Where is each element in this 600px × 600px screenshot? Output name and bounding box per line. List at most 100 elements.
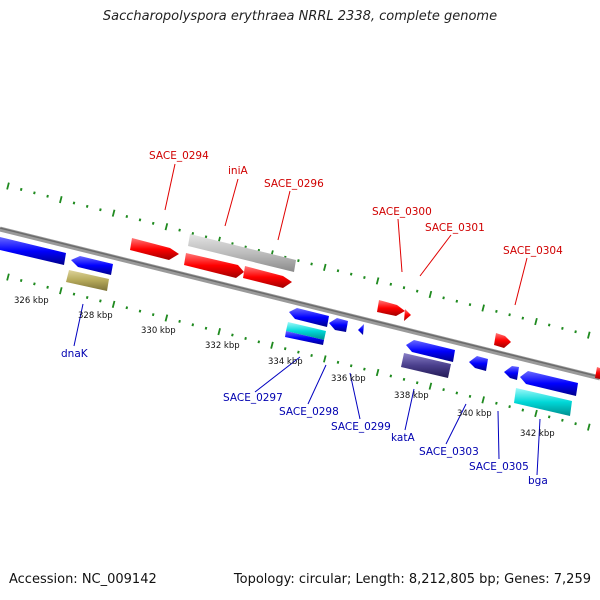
gene-sace-0298[interactable]	[286, 322, 326, 340]
gene-sace-0303[interactable]	[469, 356, 488, 371]
minor-tick	[151, 313, 155, 317]
label-kata: katA	[391, 432, 415, 444]
gene-edge-right[interactable]	[595, 367, 600, 379]
major-tick	[534, 409, 538, 418]
scale-label: 336 kbp	[331, 374, 366, 384]
minor-tick	[72, 292, 76, 296]
gene-inia[interactable]	[188, 234, 296, 272]
minor-tick	[297, 259, 300, 263]
gene-dnak-blue[interactable]	[71, 256, 113, 275]
major-tick	[164, 314, 169, 322]
gene-kata[interactable]	[401, 353, 451, 378]
minor-tick	[495, 309, 498, 313]
minor-tick	[468, 394, 472, 398]
minor-tick	[402, 377, 406, 381]
major-tick	[375, 368, 380, 377]
label-dnak: dnaK	[61, 348, 89, 360]
minor-tick	[283, 347, 287, 351]
label-sace-0300: SACE_0300	[372, 206, 432, 218]
major-tick	[481, 396, 485, 404]
major-tick	[111, 300, 116, 308]
minor-tick	[46, 194, 49, 198]
minor-tick	[151, 221, 155, 225]
major-tick	[428, 290, 433, 299]
gene-sace-0294[interactable]	[130, 238, 179, 260]
major-tick	[587, 423, 591, 431]
minor-tick	[191, 231, 195, 235]
genome-backbone	[0, 226, 600, 381]
minor-tick	[349, 364, 353, 368]
major-tick	[59, 195, 63, 204]
gene-sace-0296[interactable]	[243, 266, 292, 288]
minor-tick	[310, 262, 313, 266]
gene-sace-0305[interactable]	[504, 366, 519, 380]
minor-tick	[125, 215, 129, 219]
scale-label: 326 kbp	[14, 296, 49, 306]
minor-tick	[178, 228, 181, 232]
label-sace-0296: SACE_0296	[264, 178, 324, 190]
minor-tick	[561, 418, 564, 422]
map-title: Saccharopolyspora erythraea NRRL 2338, c…	[102, 9, 498, 24]
major-tick	[111, 209, 116, 217]
minor-tick	[415, 289, 419, 293]
minor-tick	[442, 388, 445, 392]
minor-tick	[72, 201, 76, 205]
major-tick	[270, 341, 274, 349]
minor-tick	[521, 316, 525, 320]
minor-tick	[521, 408, 525, 412]
minor-tick	[415, 381, 419, 385]
gene-sace-0301[interactable]	[404, 309, 411, 321]
label-sace-0303: SACE_0303	[419, 446, 479, 458]
minor-tick	[138, 218, 142, 222]
major-tick	[375, 277, 380, 285]
major-tick	[59, 287, 63, 295]
minor-tick	[138, 309, 142, 313]
scale-label: 328 kbp	[78, 311, 113, 321]
gene-inia-red[interactable]	[184, 253, 244, 278]
minor-tick	[19, 278, 23, 282]
label-sace-0301: SACE_0301	[425, 222, 485, 234]
gene-sace-0299[interactable]	[329, 318, 348, 332]
genome-summary: Topology: circular; Length: 8,212,805 bp…	[233, 572, 591, 587]
minor-tick	[191, 323, 195, 327]
minor-tick	[310, 353, 313, 358]
minor-tick	[178, 319, 181, 323]
minor-tick	[336, 269, 340, 273]
minor-tick	[547, 415, 551, 419]
minor-tick	[204, 326, 208, 330]
gene-sace-0299b[interactable]	[358, 324, 364, 335]
major-tick	[323, 263, 327, 271]
minor-tick	[468, 303, 472, 307]
gene-kata-blue[interactable]	[406, 340, 455, 362]
gene-left-edge[interactable]	[0, 237, 66, 265]
minor-tick	[33, 282, 36, 286]
gene-dnak[interactable]	[66, 270, 109, 291]
minor-tick	[389, 282, 393, 286]
minor-tick	[204, 235, 208, 239]
minor-tick	[85, 204, 89, 208]
minor-tick	[547, 323, 551, 327]
gene-sace-0304[interactable]	[494, 333, 511, 348]
label-sace-0299: SACE_0299	[331, 421, 391, 433]
label-sace-0297: SACE_0297	[223, 392, 283, 404]
scale-label: 338 kbp	[394, 391, 429, 401]
label-sace-0294: SACE_0294	[149, 150, 209, 162]
minor-tick	[495, 401, 498, 405]
major-tick	[6, 182, 10, 190]
gene-sace-0300[interactable]	[377, 300, 405, 316]
label-bga: bga	[528, 475, 548, 487]
minor-tick	[402, 286, 406, 290]
minor-tick	[508, 405, 511, 409]
gene-sace-0297[interactable]	[289, 308, 329, 327]
label-sace-0305: SACE_0305	[469, 461, 529, 473]
label-sace-0304: SACE_0304	[503, 245, 563, 257]
gene-bga[interactable]	[514, 388, 572, 416]
major-tick	[6, 273, 10, 281]
minor-tick	[574, 330, 577, 334]
label-sace-0298: SACE_0298	[279, 406, 339, 418]
minor-tick	[46, 285, 49, 289]
major-tick	[481, 304, 485, 312]
gene-bga-blue[interactable]	[520, 371, 578, 396]
gene-sace-0298-blue[interactable]	[285, 331, 324, 345]
minor-tick	[33, 191, 36, 195]
